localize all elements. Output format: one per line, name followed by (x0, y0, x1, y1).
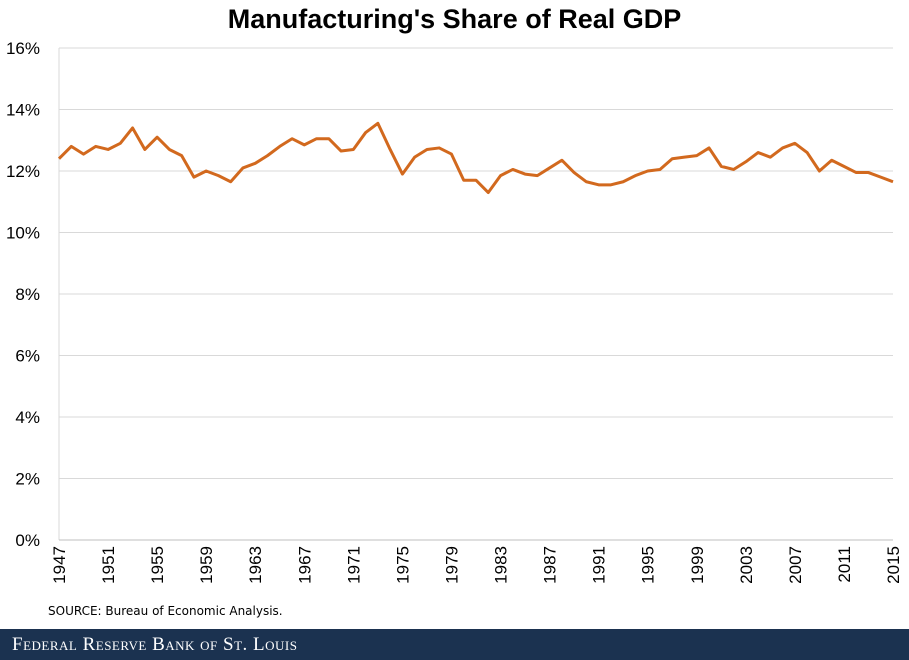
y-tick-label: 2% (15, 470, 40, 489)
series-line (57, 121, 894, 195)
x-tick-label: 1951 (99, 546, 118, 584)
x-tick-label: 1995 (639, 546, 658, 584)
x-tick-label: 1947 (50, 546, 69, 584)
y-tick-label: 12% (6, 162, 40, 181)
x-tick-label: 1991 (590, 546, 609, 584)
x-tick-label: 2003 (737, 546, 756, 584)
x-tick-label: 2007 (786, 546, 805, 584)
x-tick-label: 1963 (246, 546, 265, 584)
x-tick-label: 2015 (884, 546, 903, 584)
y-tick-label: 4% (15, 408, 40, 427)
x-tick-label: 1987 (541, 546, 560, 584)
y-tick-label: 8% (15, 285, 40, 304)
x-tick-label: 1999 (688, 546, 707, 584)
y-tick-label: 14% (6, 101, 40, 120)
x-tick-label: 2011 (835, 546, 854, 583)
y-tick-label: 16% (6, 39, 40, 58)
y-tick-label: 10% (6, 224, 40, 243)
x-tick-label: 1971 (344, 546, 363, 584)
y-tick-label: 6% (15, 347, 40, 366)
x-tick-label: 1979 (442, 546, 461, 584)
x-tick-label: 1967 (295, 546, 314, 584)
source-note: SOURCE: Bureau of Economic Analysis. (48, 604, 283, 618)
x-tick-label: 1959 (197, 546, 216, 584)
x-tick-label: 1983 (492, 546, 511, 584)
x-tick-label: 1975 (393, 546, 412, 584)
x-tick-label: 1955 (148, 546, 167, 584)
y-tick-label: 0% (15, 531, 40, 550)
footer-bar: Federal Reserve Bank of St. Louis (0, 629, 909, 660)
chart-title: Manufacturing's Share of Real GDP (227, 4, 682, 34)
footer-logo-text: Federal Reserve Bank of St. Louis (12, 634, 298, 655)
line-chart: 0% 2% 4% 6% 8% 10% 12% 14% 16% 1947 1951 1955 1959 19… (6, 39, 903, 584)
